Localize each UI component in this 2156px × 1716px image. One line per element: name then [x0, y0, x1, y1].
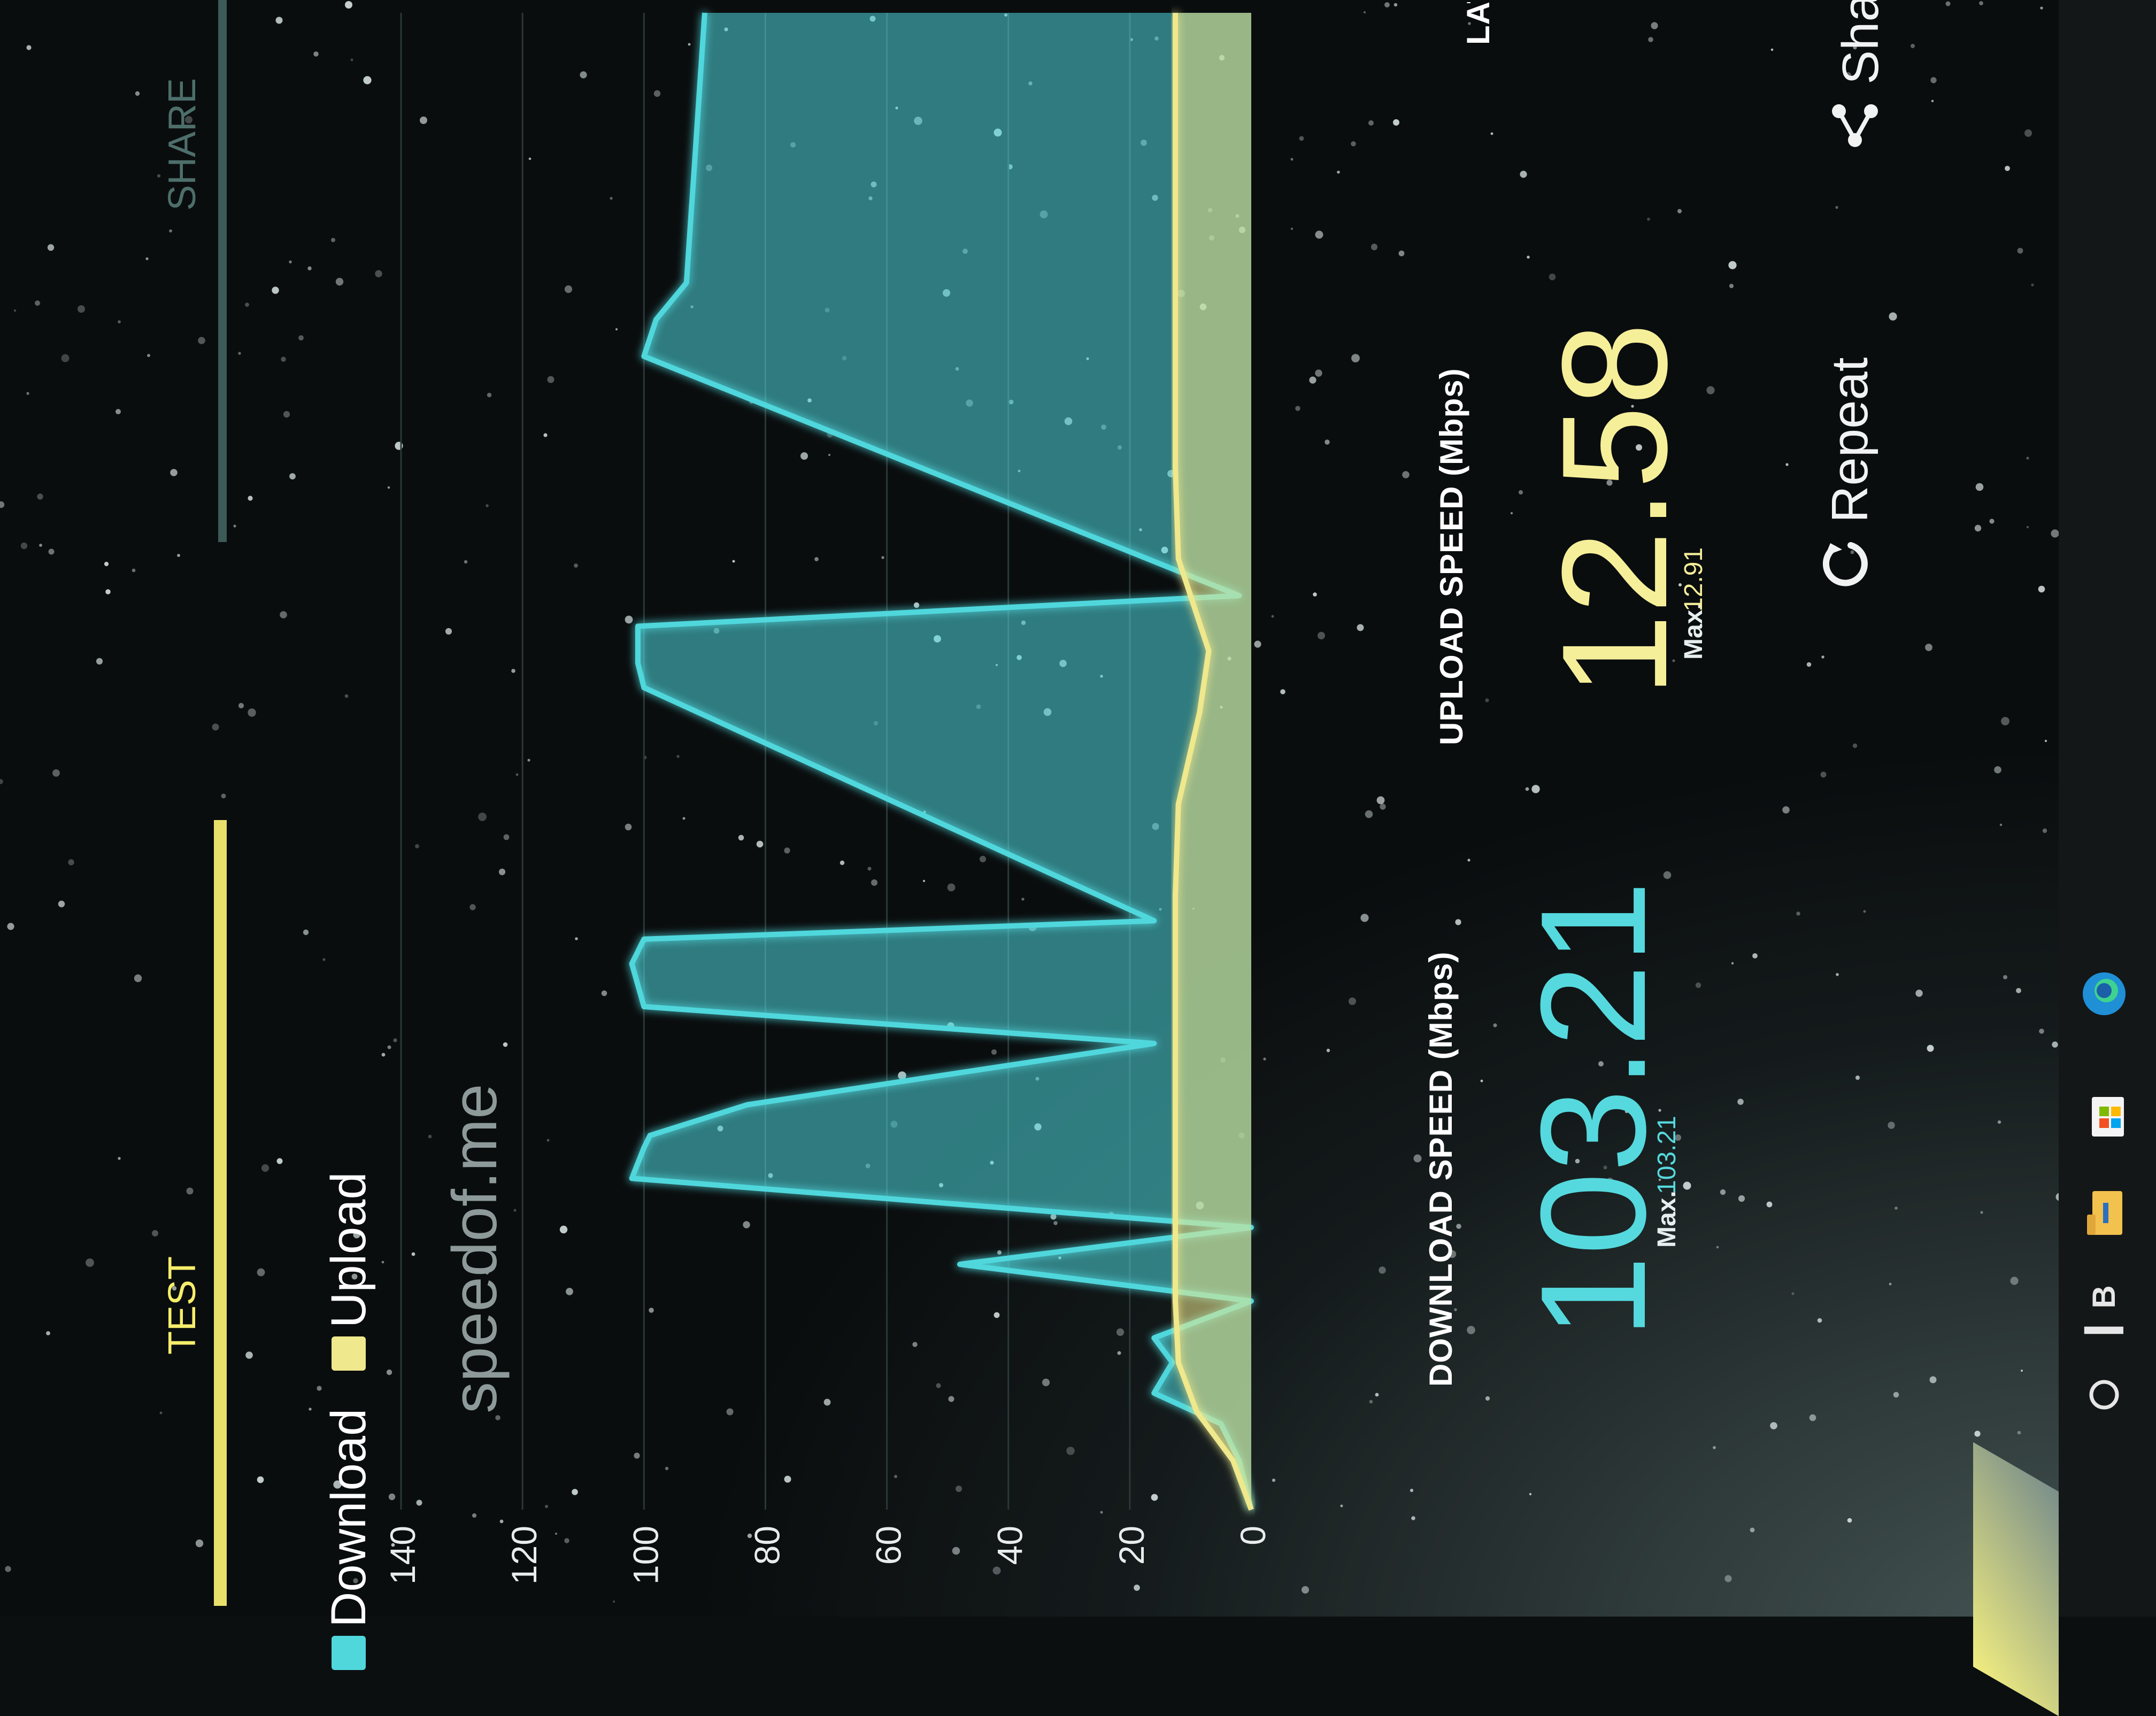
- y-tick-label: 40: [990, 1526, 1030, 1565]
- chart-y-axis: 0 20 40 60 80 100 120 140: [383, 1526, 1273, 1584]
- repeat-button-label: Repeat: [1821, 357, 1878, 523]
- share-button-label: Share: [1832, 0, 1889, 84]
- legend-download-swatch: [332, 1636, 366, 1670]
- share-button[interactable]: Share: [1823, 0, 1898, 152]
- latency-label: LATE: [1460, 2, 1496, 45]
- upload-max-value: 12.91: [1680, 547, 1708, 612]
- y-tick-label: 60: [869, 1526, 908, 1565]
- series-line-download: [629, 12, 1254, 1511]
- y-tick-label: 80: [747, 1526, 787, 1565]
- upload-speed-label: UPLOAD SPEED (Mbps): [1434, 368, 1469, 745]
- wallpaper-corner: [1973, 1442, 2059, 1716]
- y-tick-label: 0: [1233, 1526, 1273, 1545]
- y-tick-label: 120: [504, 1526, 544, 1584]
- share-icon: [1828, 98, 1894, 152]
- edge-icon[interactable]: [2075, 964, 2134, 1023]
- y-tick-label: 140: [383, 1526, 422, 1584]
- download-max-label: Max.: [1653, 1191, 1681, 1248]
- series-area-download: [632, 13, 1251, 1510]
- tab-test-indicator: [214, 820, 227, 1606]
- download-speed-label: DOWNLOAD SPEED (Mbps): [1423, 951, 1459, 1387]
- series-line-upload: [1173, 13, 1254, 1511]
- tab-share[interactable]: SHARE: [161, 78, 204, 211]
- file-explorer-icon[interactable]: [2075, 1184, 2134, 1242]
- brand-label: speedof.me: [440, 1084, 510, 1413]
- store-icon[interactable]: [2075, 1087, 2134, 1146]
- refresh-icon: [1818, 537, 1883, 590]
- download-max-value: 103.21: [1653, 1116, 1681, 1194]
- repeat-button[interactable]: Repeat: [1813, 357, 1888, 590]
- speed-chart: 0 20 40 60 80 100 120 140: [383, 12, 1273, 1584]
- speedtest-app: TEST SHARE Download Upload speedof.me 0 2…: [161, 0, 2134, 1716]
- tab-share-indicator: [218, 0, 227, 542]
- y-tick-label: 100: [626, 1526, 665, 1584]
- legend-upload-label: Upload: [321, 1172, 376, 1328]
- task-view-icon[interactable]: ▎B: [2086, 1285, 2122, 1333]
- legend-download-label: Download: [321, 1408, 376, 1627]
- y-tick-label: 20: [1112, 1526, 1151, 1565]
- download-speed-value: 103.21: [1510, 880, 1677, 1339]
- legend-upload-swatch: [332, 1336, 366, 1371]
- upload-speed-value: 12.58: [1531, 322, 1698, 697]
- chart-series: [629, 12, 1254, 1511]
- tab-test[interactable]: TEST: [161, 1256, 204, 1355]
- series-area-upload: [1175, 13, 1251, 1510]
- search-icon[interactable]: [2075, 1365, 2134, 1424]
